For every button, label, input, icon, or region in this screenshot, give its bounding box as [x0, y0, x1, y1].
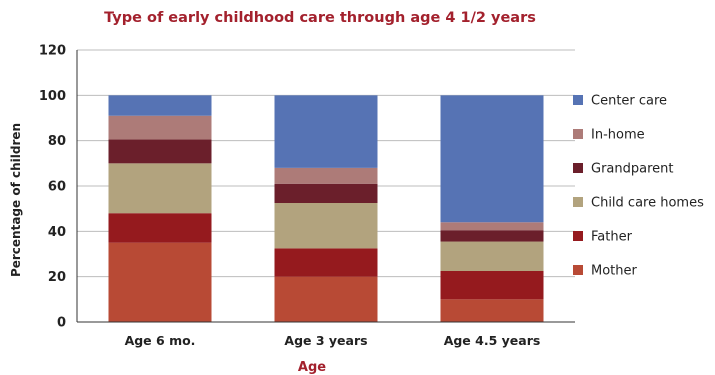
y-tick-label: 0 — [57, 316, 66, 331]
y-tick-label: 60 — [48, 180, 66, 195]
y-tick-label: 80 — [48, 134, 66, 149]
bar-segment — [274, 276, 378, 322]
y-tick-label: 120 — [39, 44, 66, 59]
y-axis-label: Percentage of children — [9, 123, 23, 277]
y-tick-label: 100 — [39, 89, 66, 104]
legend-swatch — [573, 163, 583, 173]
bar-segment — [274, 95, 378, 168]
bar-segment — [274, 248, 378, 277]
x-tick-label: Age 6 mo. — [125, 333, 196, 348]
legend-label: Child care homes — [591, 196, 704, 211]
legend: Center care In-home Grandparent Child care … — [573, 94, 704, 279]
y-tick-label: 40 — [48, 225, 66, 240]
bar-segment — [440, 230, 544, 242]
legend-swatch — [573, 231, 583, 241]
legend-swatch — [573, 197, 583, 207]
bar-segment — [108, 139, 212, 164]
x-axis-label: Age — [298, 360, 326, 375]
legend-swatch — [573, 265, 583, 275]
x-tick-label: Age 4.5 years — [444, 333, 541, 348]
legend-label: Father — [591, 230, 633, 245]
bar-segment — [274, 203, 378, 249]
bar-segment — [440, 95, 544, 223]
legend-label: Grandparent — [591, 162, 674, 177]
y-tick-label: 20 — [48, 270, 66, 285]
bar-segment — [108, 95, 212, 116]
bar-segment — [274, 183, 378, 203]
bars — [108, 95, 544, 322]
bar-segment — [440, 271, 544, 300]
y-tick-labels: 0 20 40 60 80 100 120 — [39, 44, 66, 331]
bar-segment — [440, 241, 544, 271]
bar-segment — [108, 213, 212, 243]
bar-segment — [108, 163, 212, 214]
bar-segment — [108, 115, 212, 140]
bar-segment — [440, 222, 544, 231]
x-tick-label: Age 3 years — [284, 333, 367, 348]
legend-label: In-home — [591, 128, 645, 143]
legend-label: Center care — [591, 94, 667, 109]
bar-segment — [274, 167, 378, 184]
bar-segment — [108, 242, 212, 322]
chart-title: Type of early childhood care through age… — [104, 10, 536, 26]
bar-segment — [440, 299, 544, 322]
legend-label: Mother — [591, 264, 638, 279]
x-tick-labels: Age 6 mo. Age 3 years Age 4.5 years — [125, 333, 541, 348]
legend-swatch — [573, 129, 583, 139]
legend-swatch — [573, 95, 583, 105]
